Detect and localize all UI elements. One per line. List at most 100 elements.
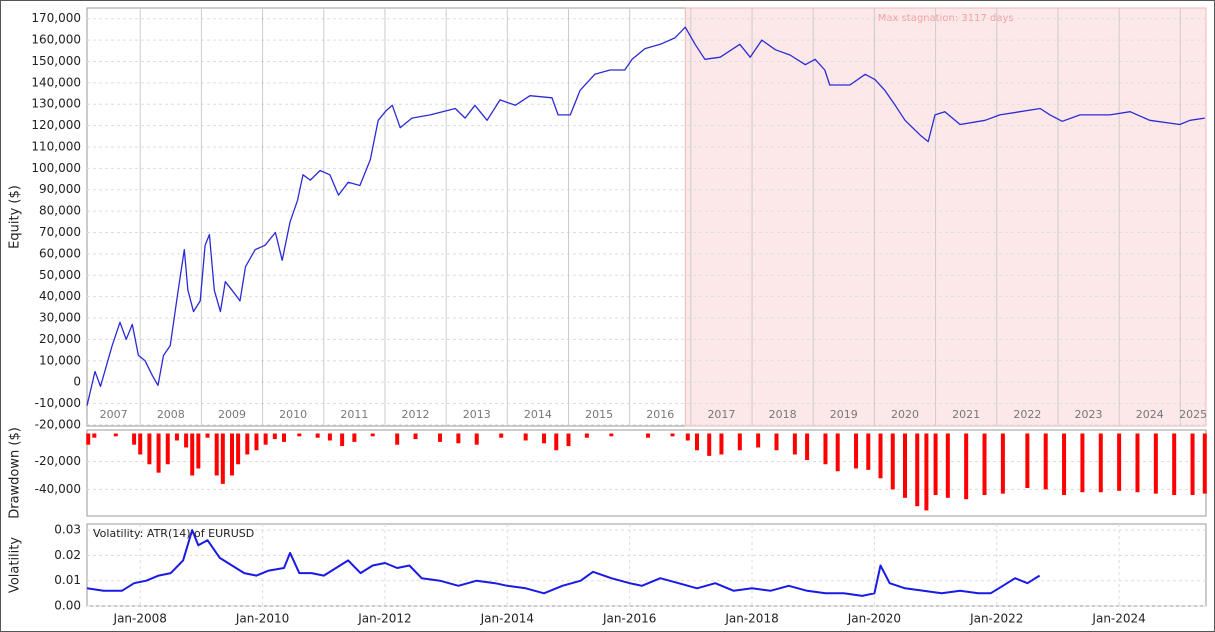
bar (156, 433, 161, 473)
bar (924, 433, 929, 511)
x-tick-label: 2020 (891, 408, 919, 421)
bar (707, 433, 712, 456)
bar (236, 433, 241, 465)
bar (866, 433, 871, 470)
x-tick-label: Jan-2008 (113, 612, 167, 626)
bar (315, 433, 320, 438)
y-tick-label: 160,000 (31, 33, 81, 47)
x-tick-label: Jan-2012 (357, 612, 411, 626)
bar (890, 433, 895, 490)
y-tick-label: -20,000 (35, 454, 81, 468)
bar (1135, 433, 1140, 493)
bar (297, 433, 302, 437)
bar (915, 433, 920, 507)
bar (1080, 433, 1085, 493)
x-tick-label: Jan-2016 (602, 612, 656, 626)
y-tick-label: 90,000 (39, 182, 81, 196)
x-tick-label: 2012 (402, 408, 430, 421)
y-tick-label: 0.03 (54, 523, 81, 537)
x-tick-label: 2021 (952, 408, 980, 421)
plot-area (86, 523, 1207, 607)
bar (352, 433, 357, 442)
x-tick-label: 2018 (769, 408, 797, 421)
bar (792, 433, 797, 455)
x-tick-label: 2017 (707, 408, 735, 421)
bar (542, 433, 547, 444)
bar (1043, 433, 1048, 490)
x-tick-label: 2024 (1136, 408, 1164, 421)
y-tick-label: 60,000 (39, 246, 81, 260)
bar (92, 433, 97, 438)
x-tick-label: 2010 (279, 408, 307, 421)
y-tick-label: 80,000 (39, 204, 81, 218)
y-tick-label: 20,000 (39, 332, 81, 346)
bar (945, 433, 950, 498)
bar (554, 433, 559, 451)
bar (132, 433, 137, 445)
x-tick-label: Jan-2024 (1091, 612, 1145, 626)
bar (184, 433, 189, 448)
bar (1098, 433, 1103, 493)
bar (719, 433, 724, 455)
y-tick-label: 110,000 (31, 139, 81, 153)
plot-area (86, 429, 1207, 517)
y-tick-label: 120,000 (31, 118, 81, 132)
bar (964, 433, 969, 500)
bar (670, 433, 675, 437)
bar (282, 433, 287, 442)
x-tick-label: Jan-2018 (724, 612, 778, 626)
x-tick-label: 2009 (218, 408, 246, 421)
stagnation-region (684, 7, 1207, 427)
bar (190, 433, 195, 476)
y-tick-label: 0.02 (54, 548, 81, 562)
bar (499, 433, 504, 438)
x-tick-label: 2016 (646, 408, 674, 421)
bar (566, 433, 571, 447)
bar (756, 433, 761, 448)
y-tick-label: 170,000 (31, 11, 81, 25)
x-tick-label: 2015 (585, 408, 613, 421)
y-tick-label: 50,000 (39, 268, 81, 282)
y-tick-label: 0 (73, 375, 81, 389)
y-tick-label: 100,000 (31, 161, 81, 175)
bar (113, 433, 118, 437)
bar (737, 433, 742, 451)
y-tick-label: 150,000 (31, 54, 81, 68)
bar (272, 433, 277, 440)
bar (823, 433, 828, 465)
bar (340, 433, 345, 447)
y-tick-label: -40,000 (35, 482, 81, 496)
bar (214, 433, 219, 476)
bar (165, 433, 170, 465)
bar (1117, 433, 1122, 491)
bar (474, 433, 479, 445)
bar (174, 433, 179, 441)
bar (370, 433, 375, 437)
bar (229, 433, 234, 476)
line (86, 26, 1205, 406)
x-tick-label: Jan-2010 (235, 612, 289, 626)
y-tick-label: -20,000 (35, 417, 81, 431)
bar (456, 433, 461, 444)
line (86, 529, 1041, 597)
bar (835, 433, 840, 472)
bar (1190, 433, 1195, 496)
y-tick-label: 0.00 (54, 599, 81, 613)
bar (902, 433, 907, 498)
y-tick-label: 0.01 (54, 573, 81, 587)
y-axis-title: Drawdown ($) (8, 427, 23, 519)
bar (694, 433, 699, 451)
bar (1062, 433, 1067, 496)
x-tick-label: 2022 (1013, 408, 1041, 421)
bar (1172, 433, 1177, 496)
bar (254, 433, 259, 451)
bar (1202, 433, 1207, 494)
bar (413, 433, 418, 440)
y-tick-label: 10,000 (39, 353, 81, 367)
x-tick-label: 2013 (463, 408, 491, 421)
x-tick-label: Jan-2014 (480, 612, 534, 626)
bar (438, 433, 443, 442)
bar (196, 433, 201, 469)
